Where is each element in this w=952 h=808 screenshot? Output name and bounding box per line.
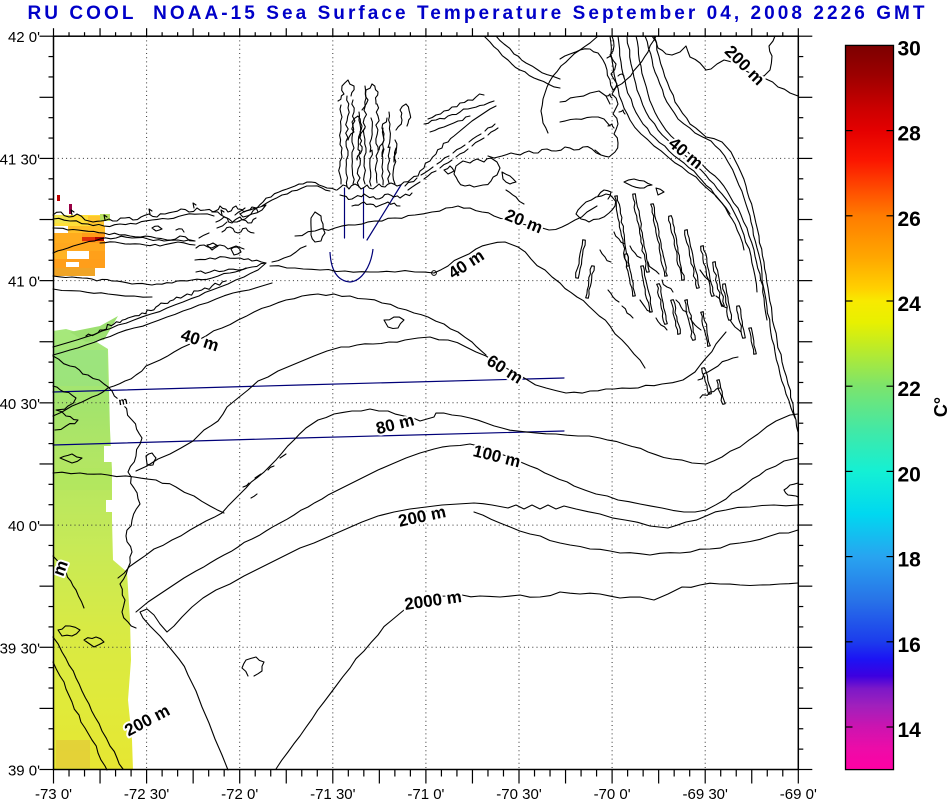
svg-text:14: 14 (898, 719, 922, 742)
svg-text:26: 26 (898, 208, 921, 231)
svg-text:39 30': 39 30' (0, 640, 40, 657)
svg-text:-69 30': -69 30' (682, 786, 728, 803)
svg-text:-72 0': -72 0' (221, 786, 258, 803)
svg-text:-70 0': -70 0' (594, 786, 631, 803)
svg-text:30: 30 (898, 37, 921, 60)
svg-text:39 0': 39 0' (8, 763, 40, 780)
svg-text:41 30': 41 30' (0, 151, 40, 168)
svg-text:18: 18 (898, 549, 922, 572)
svg-text:22: 22 (898, 378, 921, 401)
svg-text:20: 20 (898, 463, 921, 486)
svg-text:16: 16 (898, 634, 921, 657)
svg-text:41 0': 41 0' (8, 274, 40, 291)
svg-text:40 30': 40 30' (0, 396, 40, 413)
svg-text:42 0': 42 0' (8, 29, 40, 46)
svg-text:24: 24 (898, 293, 922, 316)
svg-text:-69 0': -69 0' (780, 786, 817, 803)
svg-text:m: m (118, 396, 129, 408)
svg-text:-72 30': -72 30' (124, 786, 170, 803)
svg-text:40 0': 40 0' (8, 518, 40, 535)
svg-text:-71 0': -71 0' (407, 786, 444, 803)
svg-text:-73 0': -73 0' (35, 786, 72, 803)
svg-text:C°: C° (931, 397, 951, 417)
svg-text:-70 30': -70 30' (496, 786, 542, 803)
svg-text:28: 28 (898, 123, 922, 146)
svg-text:-71 30': -71 30' (310, 786, 356, 803)
